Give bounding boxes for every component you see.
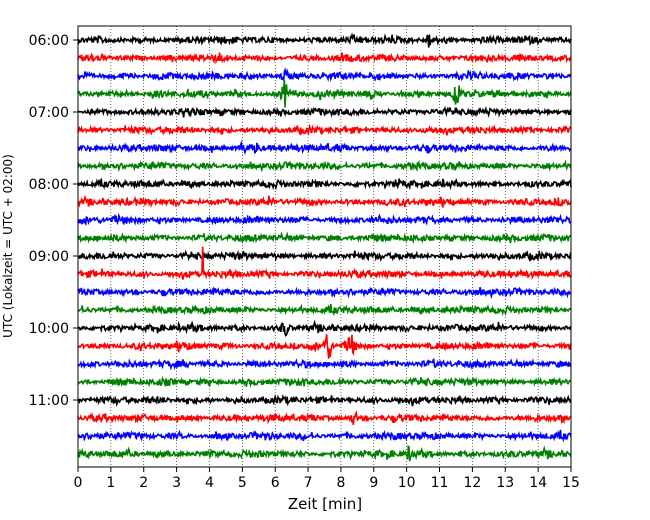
x-tick-label: 12 <box>463 475 481 491</box>
seismic-trace-18 <box>77 357 572 371</box>
x-tick-label: 2 <box>139 475 148 491</box>
y-tick-label: 10:00 <box>29 321 69 337</box>
x-axis-ticks: 0 1 2 3 4 5 6 7 8 9 10 11 12 13 14 15 <box>74 467 580 491</box>
trace-layer <box>77 32 572 462</box>
y-tick-label: 07:00 <box>29 105 69 121</box>
seismic-trace-20 <box>77 393 572 408</box>
seismic-trace-15 <box>77 303 572 317</box>
x-tick-label: 6 <box>271 475 280 491</box>
seismic-trace-4 <box>77 105 572 119</box>
x-tick-label: 14 <box>529 475 547 491</box>
seismic-trace-16 <box>77 319 572 337</box>
seismic-trace-2 <box>77 67 572 83</box>
x-tick-label: 0 <box>74 475 83 491</box>
seismic-trace-6 <box>77 140 572 156</box>
seismic-trace-7 <box>77 159 572 173</box>
x-tick-label: 11 <box>431 475 449 491</box>
x-tick-label: 4 <box>205 475 214 491</box>
seismic-trace-23 <box>77 444 572 462</box>
y-tick-label: 09:00 <box>29 249 69 265</box>
seismic-trace-22 <box>77 429 572 443</box>
x-tick-label: 5 <box>238 475 247 491</box>
x-tick-label: 7 <box>304 475 313 491</box>
x-tick-label: 10 <box>398 475 416 491</box>
y-axis-label: UTC (Lokalzeit = UTC + 02:00) <box>1 154 15 338</box>
x-tick-label: 13 <box>496 475 514 491</box>
seismic-trace-3 <box>77 79 572 108</box>
seismic-trace-17 <box>77 334 572 359</box>
seismic-trace-10 <box>77 212 572 226</box>
x-tick-label: 1 <box>106 475 115 491</box>
seismic-trace-11 <box>77 231 572 245</box>
seismic-trace-1 <box>77 52 572 65</box>
seismic-trace-5 <box>77 123 572 136</box>
seismic-trace-14 <box>77 286 572 300</box>
plot-frame <box>77 25 572 468</box>
seismic-trace-12 <box>77 249 572 263</box>
y-axis-ticks: 06:00 07:00 08:00 09:00 10:00 11:00 <box>29 33 78 409</box>
y-tick-label: 11:00 <box>29 393 69 409</box>
seismic-trace-13 <box>77 246 572 281</box>
x-tick-label: 3 <box>172 475 181 491</box>
y-tick-label: 06:00 <box>29 33 69 49</box>
seismic-trace-19 <box>77 376 572 388</box>
x-tick-label: 9 <box>369 475 378 491</box>
seismic-trace-21 <box>77 410 572 426</box>
seismic-trace-0 <box>77 32 572 48</box>
x-tick-label: 15 <box>562 475 580 491</box>
seismic-trace-8 <box>77 177 572 191</box>
x-axis-label: Zeit [min] <box>288 495 362 513</box>
x-tick-label: 8 <box>336 475 345 491</box>
seismic-trace-9 <box>77 194 572 208</box>
y-tick-label: 08:00 <box>29 177 69 193</box>
